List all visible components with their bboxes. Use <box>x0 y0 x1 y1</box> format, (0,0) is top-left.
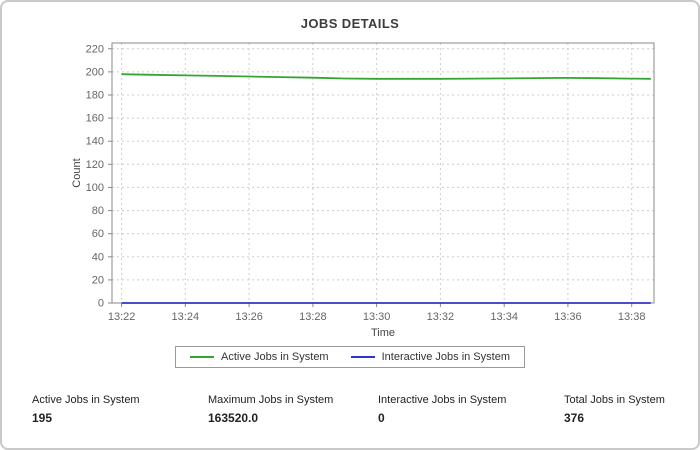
svg-text:80: 80 <box>92 205 104 217</box>
green-line-swatch-icon <box>190 356 214 358</box>
svg-text:40: 40 <box>92 251 104 263</box>
chart-legend: Active Jobs in System Interactive Jobs i… <box>175 346 525 368</box>
stat-value: 195 <box>32 411 53 425</box>
svg-text:13:38: 13:38 <box>618 311 646 323</box>
jobs-chart: 0 20 40 60 80 100 120 140 160 180 200 220 13:22 13:24… <box>71 42 655 339</box>
stat-label: Interactive Jobs in System <box>378 394 507 406</box>
page-title: JOBS DETAILS <box>300 16 400 31</box>
stat-total-jobs: Total Jobs in System 376 <box>564 394 688 425</box>
svg-text:13:34: 13:34 <box>490 311 518 323</box>
svg-text:0: 0 <box>98 298 104 310</box>
svg-text:220: 220 <box>86 43 104 55</box>
svg-text:180: 180 <box>86 90 104 102</box>
svg-text:120: 120 <box>86 159 104 171</box>
svg-text:100: 100 <box>86 182 104 194</box>
svg-text:200: 200 <box>86 66 104 78</box>
svg-text:13:28: 13:28 <box>299 311 327 323</box>
svg-text:20: 20 <box>92 274 104 286</box>
legend-item-interactive-jobs: Interactive Jobs in System <box>350 351 510 363</box>
legend-label-interactive-jobs: Interactive Jobs in System <box>381 351 510 363</box>
svg-text:13:32: 13:32 <box>427 311 455 323</box>
stat-label: Maximum Jobs in System <box>208 394 334 406</box>
stat-value: 163520.0 <box>208 411 259 425</box>
svg-text:Time: Time <box>371 327 395 339</box>
svg-text:13:22: 13:22 <box>108 311 136 323</box>
stat-value: 376 <box>564 411 585 425</box>
svg-text:160: 160 <box>86 113 104 125</box>
chart-legend-row: Active Jobs in System Interactive Jobs i… <box>2 346 698 368</box>
stat-value: 0 <box>378 411 385 425</box>
svg-text:60: 60 <box>92 228 104 240</box>
legend-label-active-jobs: Active Jobs in System <box>221 351 329 363</box>
chart-area: 0 20 40 60 80 100 120 140 160 180 200 220 13:22 13:24… <box>2 33 698 346</box>
legend-item-active-jobs: Active Jobs in System <box>190 351 329 363</box>
stat-maximum-jobs: Maximum Jobs in System 163520.0 <box>208 394 378 425</box>
svg-text:13:26: 13:26 <box>235 311 263 323</box>
svg-text:140: 140 <box>86 136 104 148</box>
svg-text:13:36: 13:36 <box>554 311 582 323</box>
blue-line-swatch-icon <box>350 356 375 358</box>
stat-label: Total Jobs in System <box>564 394 665 406</box>
stat-active-jobs: Active Jobs in System 195 <box>32 394 208 425</box>
stat-interactive-jobs: Interactive Jobs in System 0 <box>378 394 564 425</box>
svg-text:13:24: 13:24 <box>172 311 200 323</box>
svg-text:Count: Count <box>71 158 83 187</box>
stats-row: Active Jobs in System 195 Maximum Jobs i… <box>2 394 698 425</box>
stat-label: Active Jobs in System <box>32 394 140 406</box>
svg-text:13:30: 13:30 <box>363 311 391 323</box>
